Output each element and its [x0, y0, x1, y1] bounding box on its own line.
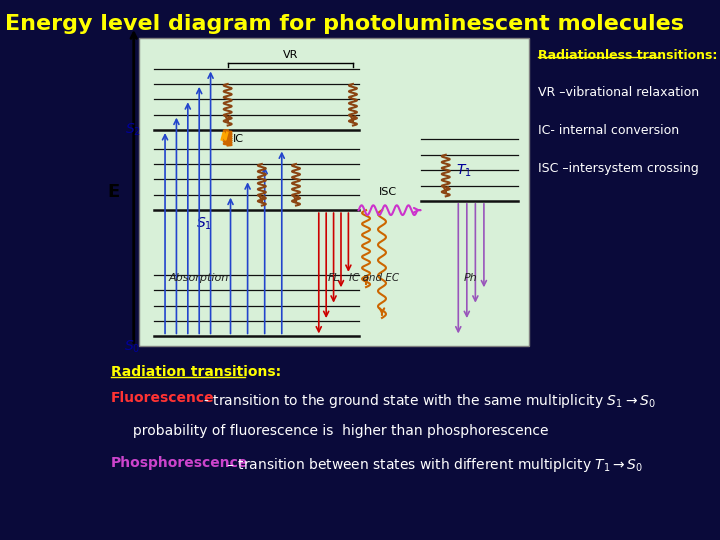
- Text: $T_1$: $T_1$: [456, 163, 472, 179]
- Text: Phosphorescence: Phosphorescence: [111, 456, 248, 470]
- Text: – transition between states with different multiplcity $T_1\rightarrow S_0$: – transition between states with differe…: [222, 456, 643, 474]
- Text: FL: FL: [328, 273, 340, 283]
- Text: probability of fluorescence is  higher than phosphorescence: probability of fluorescence is higher th…: [111, 424, 549, 438]
- Text: IC- internal conversion: IC- internal conversion: [538, 124, 679, 137]
- Text: Radiation transitions:: Radiation transitions:: [111, 364, 281, 379]
- FancyBboxPatch shape: [140, 38, 529, 346]
- Text: Energy level diagram for photoluminescent molecules: Energy level diagram for photoluminescen…: [5, 14, 684, 33]
- Text: Ph: Ph: [464, 273, 477, 283]
- Text: E: E: [108, 183, 120, 201]
- Text: IC and EC: IC and EC: [349, 273, 399, 283]
- Text: VR –vibrational relaxation: VR –vibrational relaxation: [538, 86, 699, 99]
- Text: Fluorescence: Fluorescence: [111, 392, 215, 406]
- Text: Radiationless transitions:: Radiationless transitions:: [538, 49, 717, 62]
- Text: $S_0$: $S_0$: [125, 339, 140, 355]
- Text: ISC: ISC: [379, 187, 397, 197]
- Text: Absorption: Absorption: [169, 273, 230, 283]
- Text: ISC –intersystem crossing: ISC –intersystem crossing: [538, 162, 698, 175]
- Text: $S_2$: $S_2$: [125, 122, 140, 138]
- Text: VR: VR: [283, 50, 298, 60]
- Text: $S_1$: $S_1$: [197, 215, 212, 232]
- Text: IC: IC: [233, 134, 244, 144]
- Text: - transition to the ground state with the same multiplicity $S_1\rightarrow S_0$: - transition to the ground state with th…: [199, 392, 656, 409]
